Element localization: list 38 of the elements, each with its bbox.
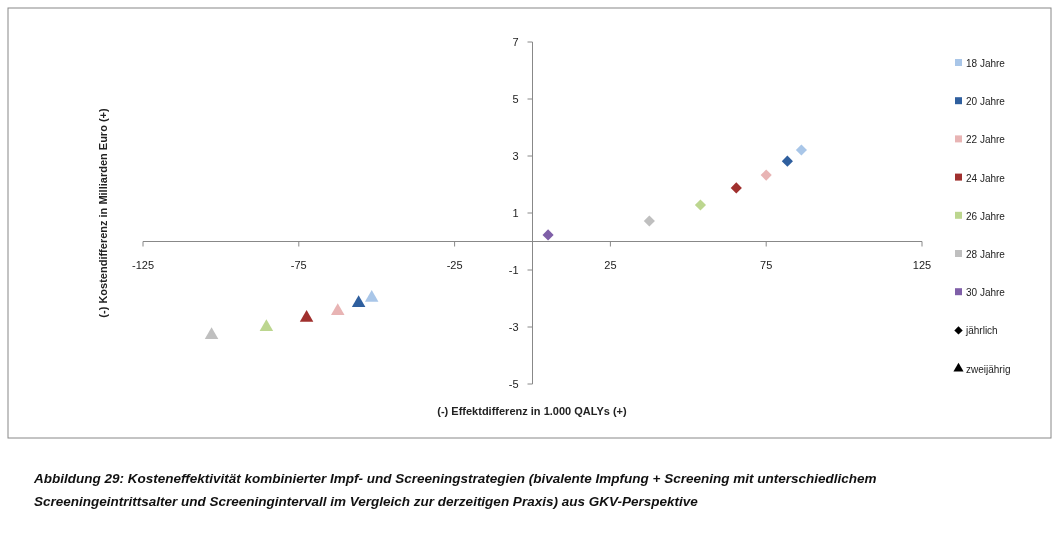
point [643, 215, 655, 227]
legend-label: zweijährig [966, 363, 1011, 375]
text: Abbildung 29: Kosteneffektivität kombinierter Impf- und Screeningstrategien (bivalente Impfung + Screening mit unterschiedlichem Screeningeintrittsalter und Screeningintervall im Vergleich zur derzeitigen Praxis) aus GKV-Perspektive [33, 471, 877, 509]
legend-label: 28 Jahre [966, 249, 1006, 260]
x-tick-label: 25 [604, 258, 617, 271]
y-tick-label: -5 [508, 378, 519, 390]
y-tick-label: 7 [512, 36, 519, 48]
x-tick-label: 125 [912, 258, 932, 271]
x-tick-label: -75 [290, 258, 307, 271]
legend-label: 18 Jahre [966, 58, 1006, 69]
x-axis-title: (-) Effektdifferenz in 1.000 QALYs (+) [437, 405, 628, 417]
point [760, 169, 772, 181]
y-tick-label: 3 [512, 150, 519, 162]
x-tick-label: -125 [131, 258, 155, 271]
y-axis-title: (-) Kostendifferenz in Milliarden Euro (+) [97, 108, 109, 318]
point [299, 310, 314, 322]
point [364, 290, 379, 302]
point [781, 155, 793, 167]
legend-label: jährlich [965, 325, 998, 337]
point [351, 295, 366, 307]
point [259, 319, 274, 331]
legend-label: 22 Jahre [966, 134, 1006, 146]
y-tick-label: 5 [512, 93, 519, 105]
point [542, 229, 554, 241]
y-tick-label: -3 [508, 321, 519, 333]
point [330, 303, 345, 315]
legend-label: 24 Jahre [966, 172, 1006, 184]
point [204, 327, 219, 339]
y-tick-label: -1 [508, 264, 519, 276]
point [694, 199, 707, 211]
point [730, 182, 742, 194]
point [795, 144, 807, 156]
y-tick-label: 1 [512, 207, 519, 219]
legend-label: 26 Jahre [966, 210, 1006, 222]
legend-label: 30 Jahre [966, 287, 1006, 299]
x-tick-label: -25 [446, 258, 463, 271]
legend-label: 20 Jahre [966, 96, 1006, 108]
x-tick-label: 75 [760, 258, 773, 271]
